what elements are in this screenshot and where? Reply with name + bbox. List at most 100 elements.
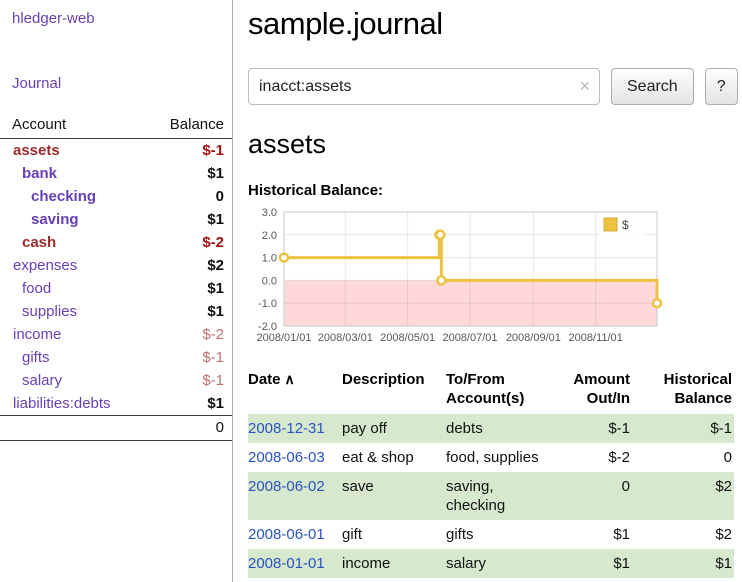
account-row: income $-2 (0, 323, 232, 346)
account-row: gifts $-1 (0, 346, 232, 369)
sidebar-account-link[interactable]: salary (22, 372, 63, 389)
account-row: food $1 (0, 277, 232, 300)
register-row[interactable]: 2008-01-01 income salary $1 $1 (248, 549, 734, 578)
account-row: assets $-1 (0, 139, 232, 162)
page-title: sample.journal (248, 6, 443, 41)
main-content: sample.journal × Search ? assets Histori… (233, 0, 742, 582)
sidebar-account-link[interactable]: liabilities:debts (13, 395, 111, 412)
transaction-date-link[interactable]: 2008-06-02 (248, 478, 325, 495)
register-balance-cell: 0 (723, 449, 732, 466)
register-header-row: Date ∧ Description To/From Account(s) Amo… (248, 368, 734, 414)
account-row: bank $1 (0, 162, 232, 185)
svg-text:2008/01/01: 2008/01/01 (256, 332, 311, 344)
legend-label: $ (622, 218, 629, 232)
register-row[interactable]: 2008-12-31 pay off debts $-1 $-1 (248, 414, 734, 443)
search-input[interactable] (248, 68, 600, 105)
accounts-table: Account Balance assets $-1 bank $1 checking 0… (0, 114, 232, 441)
svg-text:-2.0: -2.0 (258, 321, 277, 333)
register-balance-cell: $1 (632, 549, 734, 578)
transaction-date-link[interactable]: 2008-06-01 (248, 526, 325, 543)
transaction-date-link[interactable]: 2008-12-31 (248, 420, 325, 437)
sidebar-account-balance: $-2 (202, 234, 224, 251)
search-bar: × Search ? (248, 68, 738, 105)
chart-area: -2.0 -1.0 0.0 1.0 2.0 3.0 2008/01/01 2008/03/01… (248, 205, 738, 354)
sidebar-account-balance: $2 (207, 257, 224, 274)
app-title-link[interactable]: hledger-web (12, 10, 95, 27)
register-accounts-cell: salary (446, 549, 558, 578)
sidebar-account-balance: $1 (207, 165, 224, 182)
register-header-balance: Historical Balance (663, 371, 732, 407)
svg-text:3.0: 3.0 (262, 207, 277, 219)
sidebar-account-link[interactable]: gifts (22, 349, 50, 366)
register-description-cell: eat & shop (342, 449, 414, 466)
sidebar-account-link[interactable]: supplies (22, 303, 78, 320)
register-amount-cell: $-1 (558, 414, 632, 443)
sidebar: hledger-web Journal Account Balance asse… (0, 0, 233, 582)
register-accounts-cell: saving, checking (446, 472, 558, 520)
account-row: checking 0 (0, 185, 232, 208)
search-button[interactable]: Search (611, 68, 694, 105)
sidebar-account-balance: 0 (215, 188, 224, 205)
register-header-date[interactable]: Date ∧ (248, 368, 342, 414)
help-button[interactable]: ? (704, 68, 738, 105)
register-amount-cell: $1 (558, 549, 632, 578)
svg-text:-1.0: -1.0 (258, 298, 277, 310)
register-date-cell: 2008-01-01 (248, 549, 342, 578)
sidebar-account-balance: $-1 (202, 372, 224, 389)
register-balance-cell: $2 (632, 472, 734, 520)
register-accounts-cell: food, supplies (446, 449, 539, 466)
sidebar-account-balance: $-1 (202, 142, 224, 159)
transaction-date-link[interactable]: 2008-06-03 (248, 449, 325, 466)
register-accounts-cell: debts (446, 414, 558, 443)
transaction-date-link[interactable]: 2008-01-01 (248, 555, 325, 572)
svg-text:2008/03/01: 2008/03/01 (318, 332, 373, 344)
svg-text:2008/11/01: 2008/11/01 (569, 332, 623, 344)
svg-text:0.0: 0.0 (262, 275, 277, 287)
register-date-cell: 2008-12-31 (248, 414, 342, 443)
account-row: supplies $1 (0, 300, 232, 323)
sidebar-account-balance: $1 (207, 303, 224, 320)
sidebar-account-balance: $-2 (202, 326, 224, 343)
register-amount-cell: $1 (613, 526, 630, 543)
account-row: expenses $2 (0, 254, 232, 277)
register-row[interactable]: 2008-06-01 gift gifts $1 $2 (248, 520, 734, 549)
svg-text:2008/09/01: 2008/09/01 (506, 332, 561, 344)
sidebar-account-link[interactable]: cash (22, 234, 57, 251)
sort-ascending-icon: ∧ (284, 371, 295, 387)
register-table: Date ∧ Description To/From Account(s) Amo… (248, 368, 734, 578)
clear-search-icon[interactable]: × (579, 76, 590, 96)
account-row: liabilities:debts $1 (0, 392, 232, 415)
svg-text:2.0: 2.0 (262, 230, 277, 242)
register-accounts-cell: gifts (446, 526, 474, 543)
sidebar-account-link[interactable]: income (13, 326, 62, 343)
sidebar-account-link[interactable]: food (22, 280, 52, 297)
balance-column-header: Balance (169, 116, 224, 133)
sidebar-account-link[interactable]: assets (13, 142, 60, 159)
register-row[interactable]: 2008-06-03 eat & shop food, supplies $-2 0 (248, 443, 734, 472)
sidebar-account-balance: $1 (207, 395, 224, 412)
accounts-column-header: Account (12, 116, 67, 133)
sidebar-item-journal[interactable]: Journal (12, 75, 62, 92)
register-description-cell: save (342, 472, 446, 520)
register-description-cell: income (342, 549, 446, 578)
sidebar-account-link[interactable]: expenses (13, 257, 78, 274)
account-heading: assets (248, 129, 327, 159)
accounts-table-header: Account Balance (0, 114, 232, 139)
register-date-cell: 2008-06-02 (248, 472, 342, 520)
sidebar-account-balance: $-1 (202, 349, 224, 366)
sidebar-account-link[interactable]: checking (31, 188, 97, 205)
register-row[interactable]: 2008-06-02 save saving, checking 0 $2 (248, 472, 734, 520)
register-header-accounts: To/From Account(s) (446, 371, 525, 407)
account-row: cash $-2 (0, 231, 232, 254)
register-balance-cell: $-1 (632, 414, 734, 443)
sidebar-account-balance: $1 (207, 211, 224, 228)
sidebar-account-link[interactable]: bank (22, 165, 58, 182)
account-row: saving $1 (0, 208, 232, 231)
sidebar-account-link[interactable]: saving (31, 211, 79, 228)
sidebar-account-balance: $1 (207, 280, 224, 297)
register-date-cell: 2008-06-03 (248, 443, 342, 472)
legend-swatch (603, 217, 618, 232)
svg-text:2008/07/01: 2008/07/01 (442, 332, 497, 344)
svg-text:1.0: 1.0 (262, 253, 277, 265)
